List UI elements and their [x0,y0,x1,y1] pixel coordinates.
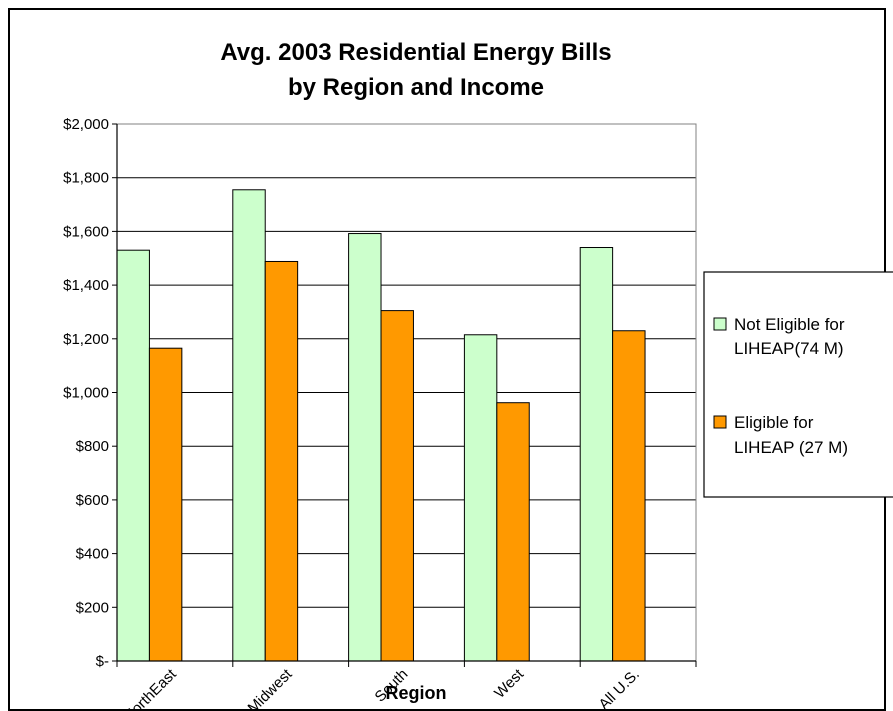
bar-eligible [380,310,414,662]
legend: Not Eligible for LIHEAP(74 M) Eligible f… [703,271,893,498]
x-tick-label: West [491,665,528,702]
y-tick-label: $200 [76,599,109,616]
chart-title-line-1: Avg. 2003 Residential Energy Bills [220,39,611,66]
y-tick-label: $2,000 [63,116,109,133]
legend-swatch-eligible [713,415,727,429]
bar-eligible [148,347,183,662]
y-tick-label: $1,800 [63,170,109,187]
legend-box [703,271,893,498]
y-tick-label: $1,400 [63,277,109,294]
bar-eligible [264,260,299,662]
bar-not-eligible [463,334,498,662]
bar-not-eligible [116,249,150,662]
bar-not-eligible [348,233,382,662]
y-tick-label: $1,200 [63,331,109,348]
y-tick-label: $1,600 [63,223,109,240]
y-tick-label: $800 [76,438,109,455]
bar-not-eligible [232,189,266,662]
x-axis-label: Region [386,683,447,703]
bar-eligible [612,330,646,662]
y-tick-label: $400 [76,546,109,563]
axes [112,123,697,667]
bars [116,189,646,662]
x-tick-labels: NorthEast Midwest South West All U.S. [121,665,643,711]
bar-not-eligible [579,247,614,662]
x-tick-label: Midwest [245,665,297,711]
x-tick-label: All U.S. [596,666,643,711]
y-tick-label: $- [96,653,109,670]
legend-label-eligible-line-1: Eligible for [734,413,814,432]
x-tick-label: NorthEast [121,665,181,711]
legend-swatch-not-eligible [713,317,727,331]
y-tick-labels: $- $200 $400 $600 $800 $1,000 $1,200 $1,400 $1,6… [63,116,109,670]
y-tick-label: $1,000 [63,385,109,402]
legend-label-eligible-line-2: LIHEAP (27 M) [734,438,848,457]
legend-label-not-eligible-line-2: LIHEAP(74 M) [734,339,844,358]
y-tick-label: $600 [76,492,109,509]
bar-eligible [496,402,530,662]
legend-label-not-eligible-line-1: Not Eligible for [734,315,845,334]
chart-title-line-2: by Region and Income [288,74,544,101]
